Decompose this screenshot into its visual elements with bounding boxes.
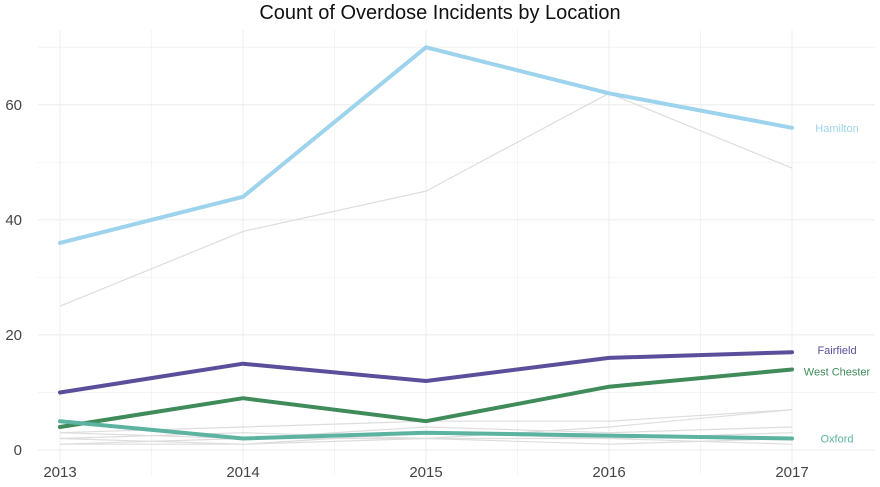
series-label-hamilton: Hamilton: [815, 123, 858, 135]
series-line-hamilton: [58, 45, 794, 245]
y-tick-label-40: 40: [5, 212, 22, 229]
series-label-oxford: Oxford: [820, 433, 853, 445]
x-tick-label-2016: 2016: [592, 464, 625, 481]
series-label-west-chester: West Chester: [804, 366, 871, 378]
series-line-fairfield: [58, 350, 794, 395]
x-tick-label-2015: 2015: [409, 464, 442, 481]
series-labels: Hamilton Fairfield West Chester Oxford: [804, 123, 871, 446]
series-line-west-chester: [58, 367, 794, 429]
y-tick-label-20: 20: [5, 327, 22, 344]
x-tick-label-2014: 2014: [226, 464, 259, 481]
y-axis-ticks: 0 20 40 60: [5, 97, 22, 459]
background-series-line-1: [59, 92, 793, 307]
y-tick-label-60: 60: [5, 97, 22, 114]
x-axis-ticks: 2013 2014 2015 2016 2017: [43, 464, 808, 481]
grid-lines: [38, 30, 875, 475]
series-label-fairfield: Fairfield: [817, 345, 856, 357]
y-tick-label-0: 0: [14, 442, 22, 459]
series-line-oxford: [58, 419, 794, 441]
background-series-line-6: [59, 437, 793, 445]
x-tick-label-2017: 2017: [775, 464, 808, 481]
highlighted-series: [58, 45, 794, 441]
chart-title: Count of Overdose Incidents by Location: [259, 2, 620, 24]
x-tick-label-2013: 2013: [43, 464, 76, 481]
background-series-line-4: [59, 426, 793, 445]
